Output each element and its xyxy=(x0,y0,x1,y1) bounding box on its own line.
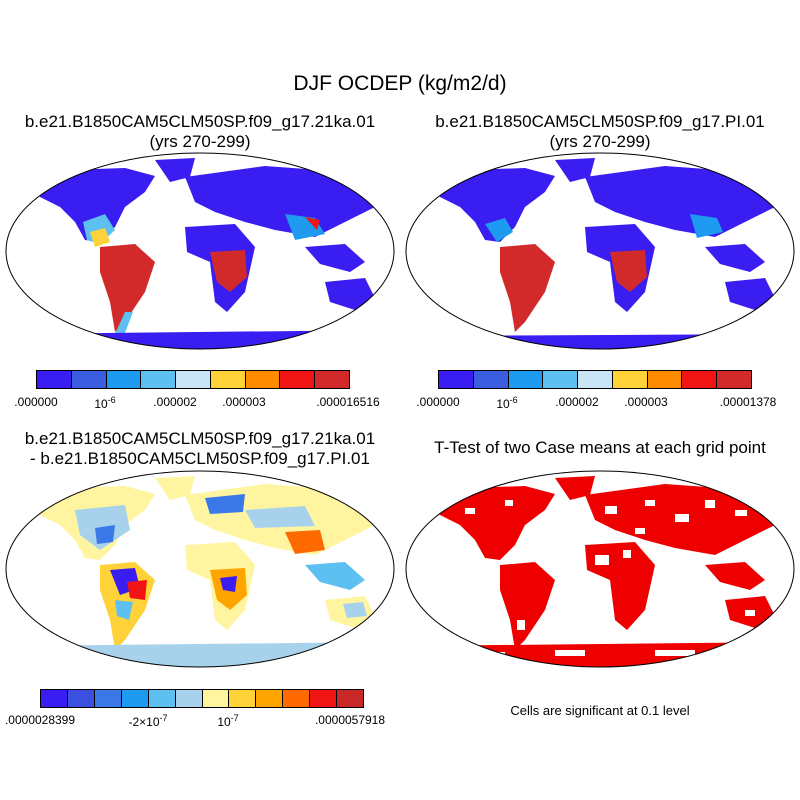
panel2-colorbar xyxy=(438,370,752,389)
panel3-tick-3: .0000057918 xyxy=(314,713,386,727)
north-america xyxy=(25,168,155,242)
panel3-colorbar-swatch-10 xyxy=(310,690,338,707)
panel2-colorbar-swatch-4 xyxy=(578,371,613,388)
greenland xyxy=(555,158,595,182)
eurasia xyxy=(185,166,385,237)
north-america xyxy=(425,486,555,560)
panel1-colorbar-swatch-1 xyxy=(71,371,107,388)
panel1-colorbar-swatch-0 xyxy=(37,371,72,388)
panel1-colorbar-swatch-2 xyxy=(106,371,142,388)
panel1-colorbar xyxy=(36,370,350,389)
panel2-colorbar-swatch-7 xyxy=(682,371,718,388)
maritime-continent xyxy=(705,562,765,590)
greenland xyxy=(555,476,595,500)
panel3-map xyxy=(5,470,395,668)
maritime-continent xyxy=(305,562,365,590)
panel3-colorbar-swatch-2 xyxy=(94,690,122,707)
panel1-colorbar-swatch-7 xyxy=(280,371,316,388)
australia xyxy=(325,278,377,310)
south-america xyxy=(100,244,155,332)
maritime-continent xyxy=(705,244,765,272)
panel1-colorbar-swatch-5 xyxy=(210,371,246,388)
panel3-colorbar-swatch-11 xyxy=(337,690,364,707)
panel2-subtitle: (yrs 270-299) xyxy=(549,132,651,151)
panel2-tick-1: 10-6 xyxy=(496,395,518,411)
panel2-tick-4: .00001378 xyxy=(719,395,777,409)
greenland xyxy=(155,476,195,500)
panel4-note: Cells are significant at 0.1 level xyxy=(510,703,690,718)
panel2-title: b.e21.B1850CAM5CLM50SP.f09_g17.PI.01 xyxy=(435,112,765,131)
panel3-colorbar-swatch-3 xyxy=(121,690,149,707)
north-america xyxy=(425,168,555,242)
panel3-colorbar-swatch-5 xyxy=(175,690,203,707)
antarctica xyxy=(6,330,394,349)
panel3-colorbar xyxy=(40,689,364,708)
panel1-colorbar-swatch-4 xyxy=(176,371,211,388)
panel1-colorbar-swatch-3 xyxy=(141,371,177,388)
panel2-map xyxy=(405,152,795,350)
antarctica xyxy=(6,642,394,667)
panel3-title: b.e21.B1850CAM5CLM50SP.f09_g17.21ka.01 xyxy=(24,429,376,448)
panel1-colorbar-swatch-6 xyxy=(245,371,281,388)
panel2-colorbar-swatch-3 xyxy=(543,371,579,388)
panel3-colorbar-swatch-1 xyxy=(67,690,95,707)
panel2-tick-2: .000002 xyxy=(555,395,599,409)
panel2-colorbar-swatch-1 xyxy=(473,371,509,388)
panel1-tick-4: .000016516 xyxy=(316,395,380,409)
panel3-colorbar-swatch-9 xyxy=(283,690,311,707)
panel1-tick-3: .000003 xyxy=(222,395,266,409)
panel2-tick-3: .000003 xyxy=(624,395,668,409)
panel4-title: T-Test of two Case means at each grid po… xyxy=(434,438,766,457)
panel1-title: b.e21.B1850CAM5CLM50SP.f09_g17.21ka.01 xyxy=(24,112,376,131)
panel3-colorbar-swatch-8 xyxy=(256,690,284,707)
australia xyxy=(725,278,777,310)
panel2-colorbar-swatch-6 xyxy=(647,371,683,388)
panel1-map xyxy=(5,152,395,350)
panel2-colorbar-swatch-2 xyxy=(508,371,544,388)
panel3-tick-2: 10-7 xyxy=(217,713,239,729)
greenland xyxy=(155,158,195,182)
panel2-colorbar-swatch-8 xyxy=(717,371,752,388)
figure-title: DJF OCDEP (kg/m2/d) xyxy=(293,72,507,95)
panel2-colorbar-swatch-0 xyxy=(439,371,474,388)
panel1-tick-1: 10-6 xyxy=(94,395,116,411)
panel1-tick-2: .000002 xyxy=(153,395,197,409)
south-america xyxy=(500,562,555,650)
panel3-colorbar-swatch-0 xyxy=(41,690,68,707)
panel3-tick-0: .0000028399 xyxy=(4,713,76,727)
panel2-colorbar-swatch-5 xyxy=(612,371,648,388)
panel1-tick-0: .000000 xyxy=(14,395,58,409)
panel2-tick-0: .000000 xyxy=(416,395,460,409)
antarctica xyxy=(406,642,794,667)
panel3-colorbar-swatch-7 xyxy=(229,690,257,707)
panel4-map xyxy=(405,470,795,668)
panel3-tick-1: -2×10-7 xyxy=(128,713,168,729)
panel3-colorbar-swatch-4 xyxy=(148,690,176,707)
panel3-colorbar-swatch-6 xyxy=(202,690,230,707)
eurasia xyxy=(585,166,785,237)
panel3-subtitle: - b.e21.B1850CAM5CLM50SP.f09_g17.PI.01 xyxy=(30,449,370,468)
maritime-continent xyxy=(305,244,365,272)
antarctica xyxy=(406,334,794,349)
panel1-subtitle: (yrs 270-299) xyxy=(149,132,251,151)
panel1-colorbar-swatch-8 xyxy=(315,371,350,388)
south-america xyxy=(500,244,555,332)
